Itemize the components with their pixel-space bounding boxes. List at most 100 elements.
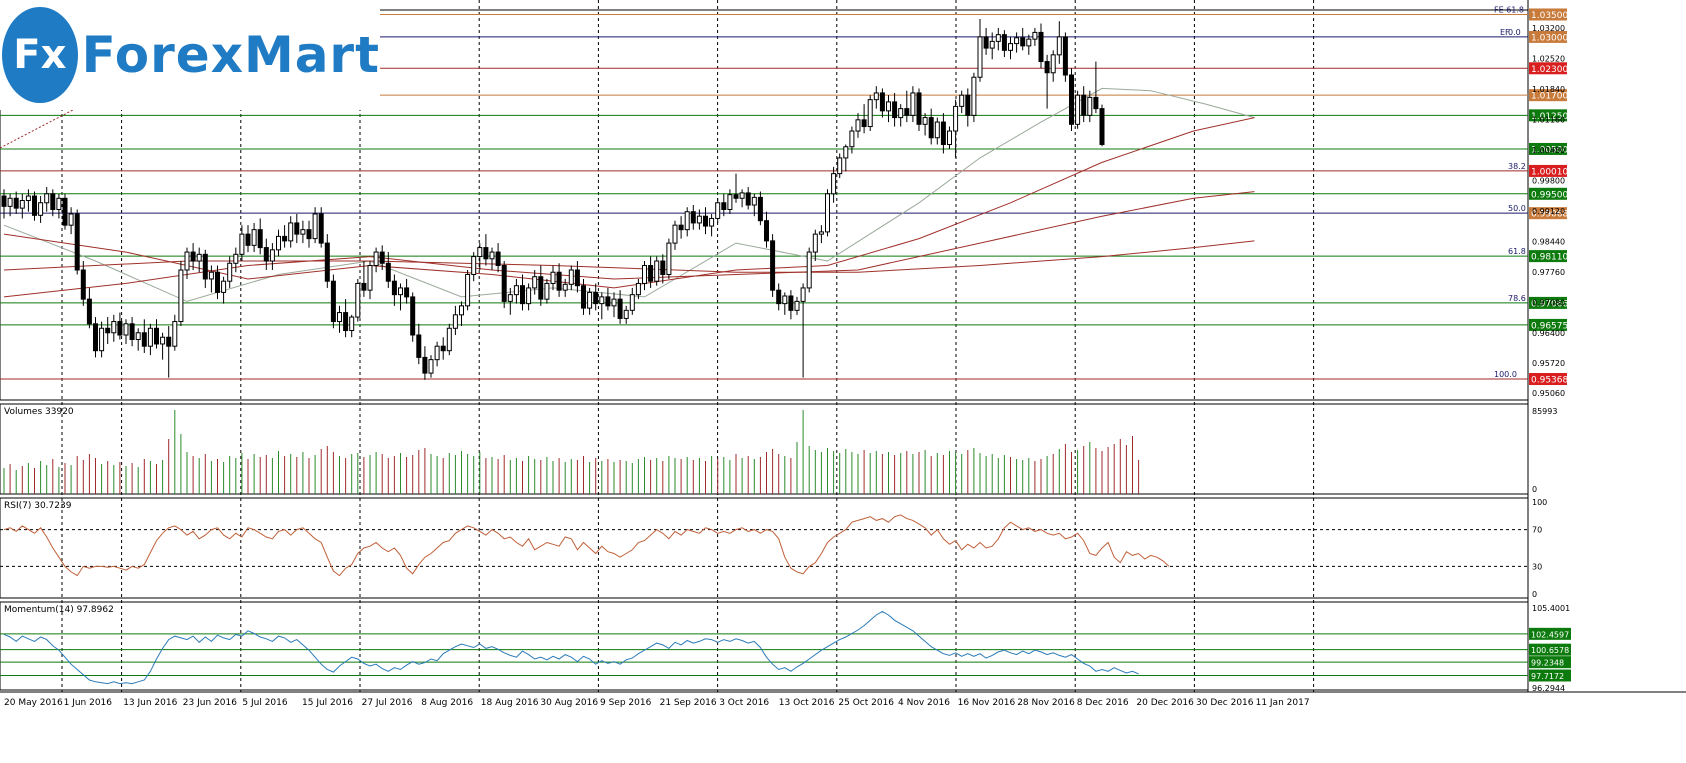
candle-bull — [452, 314, 458, 329]
candle-bear — [361, 282, 367, 291]
candle-bull — [269, 249, 275, 262]
momentum-badge — [1529, 627, 1571, 640]
candle-bear — [324, 242, 330, 282]
level-label: 1.00010 — [1531, 167, 1568, 177]
candle-bull — [312, 213, 318, 240]
level-badge — [1529, 142, 1567, 155]
fib-label: 38.2 — [1508, 162, 1526, 171]
level-label: 1.02300 — [1531, 65, 1568, 75]
candle-bull — [233, 253, 239, 264]
x-tick-label: 13 Jun 2016 — [123, 698, 177, 708]
momentum-tick-label: 102.4597 — [1531, 630, 1569, 639]
candle-bear — [105, 327, 111, 334]
candle-bull — [489, 251, 495, 260]
candle-bull — [367, 265, 373, 291]
price-tick-label: 0.95060 — [1532, 389, 1565, 398]
candle-bull — [599, 296, 605, 305]
candle-bull — [1087, 96, 1093, 116]
candle-bear — [318, 213, 324, 244]
candle-bull — [715, 202, 721, 219]
candle-bull — [947, 130, 952, 145]
candle-bull — [44, 193, 50, 204]
candle-bull — [635, 282, 641, 296]
candle-bear — [678, 224, 684, 231]
level-label: 0.98110 — [1531, 253, 1568, 263]
candle-bull — [611, 298, 617, 307]
candle-bear — [416, 334, 422, 358]
candle-bear — [745, 192, 751, 206]
price-tick-label: 0.99800 — [1532, 176, 1565, 185]
level-label: 0.95368 — [1531, 376, 1568, 386]
price-tick-label: 0.95720 — [1532, 359, 1565, 368]
level-label: 0.97066 — [1531, 299, 1568, 309]
momentum-tick-label: 97.7172 — [1531, 672, 1564, 681]
candle-bear — [501, 265, 507, 302]
candle-bull — [99, 327, 105, 352]
x-tick-label: 15 Jul 2016 — [302, 698, 353, 708]
candle-bear — [721, 202, 727, 210]
candle-bull — [782, 295, 788, 305]
fib-label: EF — [1500, 28, 1510, 37]
candle-bull — [428, 359, 434, 374]
candle-bear — [32, 195, 37, 216]
candle-bull — [513, 285, 519, 296]
candle-bear — [391, 280, 397, 296]
momentum-badge — [1529, 669, 1571, 682]
ma-slow-line — [3, 191, 1255, 298]
candle-bull — [971, 76, 977, 116]
candle-bull — [800, 287, 806, 302]
candle-bear — [703, 215, 708, 227]
x-tick-label: 8 Dec 2016 — [1077, 698, 1129, 708]
candle-bear — [1, 195, 7, 207]
price-tick-label: 0.96400 — [1532, 329, 1565, 338]
level-badge — [1529, 62, 1567, 75]
x-tick-label: 9 Sep 2016 — [600, 698, 652, 708]
candle-bull — [953, 105, 959, 132]
price-tick-label: 0.97080 — [1532, 298, 1565, 307]
candle-bull — [337, 312, 342, 323]
candle-bear — [215, 271, 220, 293]
candle-bull — [398, 287, 403, 296]
candle-bull — [178, 269, 184, 323]
level-badge — [1529, 109, 1567, 122]
candle-bull — [855, 119, 861, 132]
momentum-line — [3, 610, 1139, 685]
logo-mark: Fx — [13, 32, 67, 78]
candle-bull — [123, 323, 129, 336]
candle-bear — [385, 262, 391, 282]
level-label: 1.01700 — [1531, 92, 1568, 102]
momentum-tick-label: 96.2944 — [1532, 684, 1565, 693]
candle-bull — [288, 222, 294, 242]
candle-bear — [581, 285, 586, 309]
level-label: 0.99500 — [1531, 190, 1568, 200]
candle-bear — [879, 92, 885, 112]
level-label: 0.99068 — [1531, 210, 1568, 220]
candle-bull — [355, 282, 361, 318]
fib-label: 61.8 — [1508, 247, 1526, 256]
candle-bull — [562, 283, 568, 291]
volume-tick-label: 85993 — [1532, 407, 1557, 416]
candle-bear — [617, 298, 623, 319]
candle-bull — [666, 242, 672, 275]
momentum-tick-label: 100.6578 — [1531, 646, 1569, 655]
level-badge — [1529, 187, 1567, 200]
x-tick-label: 20 Dec 2016 — [1136, 698, 1194, 708]
candle-bear — [343, 312, 349, 332]
rsi-tick-label: 100 — [1532, 498, 1547, 507]
candle-bear — [928, 117, 934, 139]
x-tick-label: 5 Jul 2016 — [242, 698, 287, 708]
candle-bull — [959, 94, 965, 107]
candle-bear — [440, 345, 446, 352]
x-tick-label: 20 May 2016 — [4, 698, 63, 708]
x-tick-label: 21 Sep 2016 — [660, 698, 717, 708]
candle-bull — [184, 251, 190, 271]
level-badge — [1529, 30, 1567, 43]
candle-bear — [1099, 108, 1105, 145]
candle-bull — [818, 231, 824, 235]
candle-bull — [7, 197, 13, 207]
candle-bear — [556, 271, 562, 291]
rsi-tick-label: 30 — [1532, 562, 1542, 571]
candle-bull — [446, 327, 452, 352]
price-tick-label: 1.02520 — [1532, 54, 1565, 63]
